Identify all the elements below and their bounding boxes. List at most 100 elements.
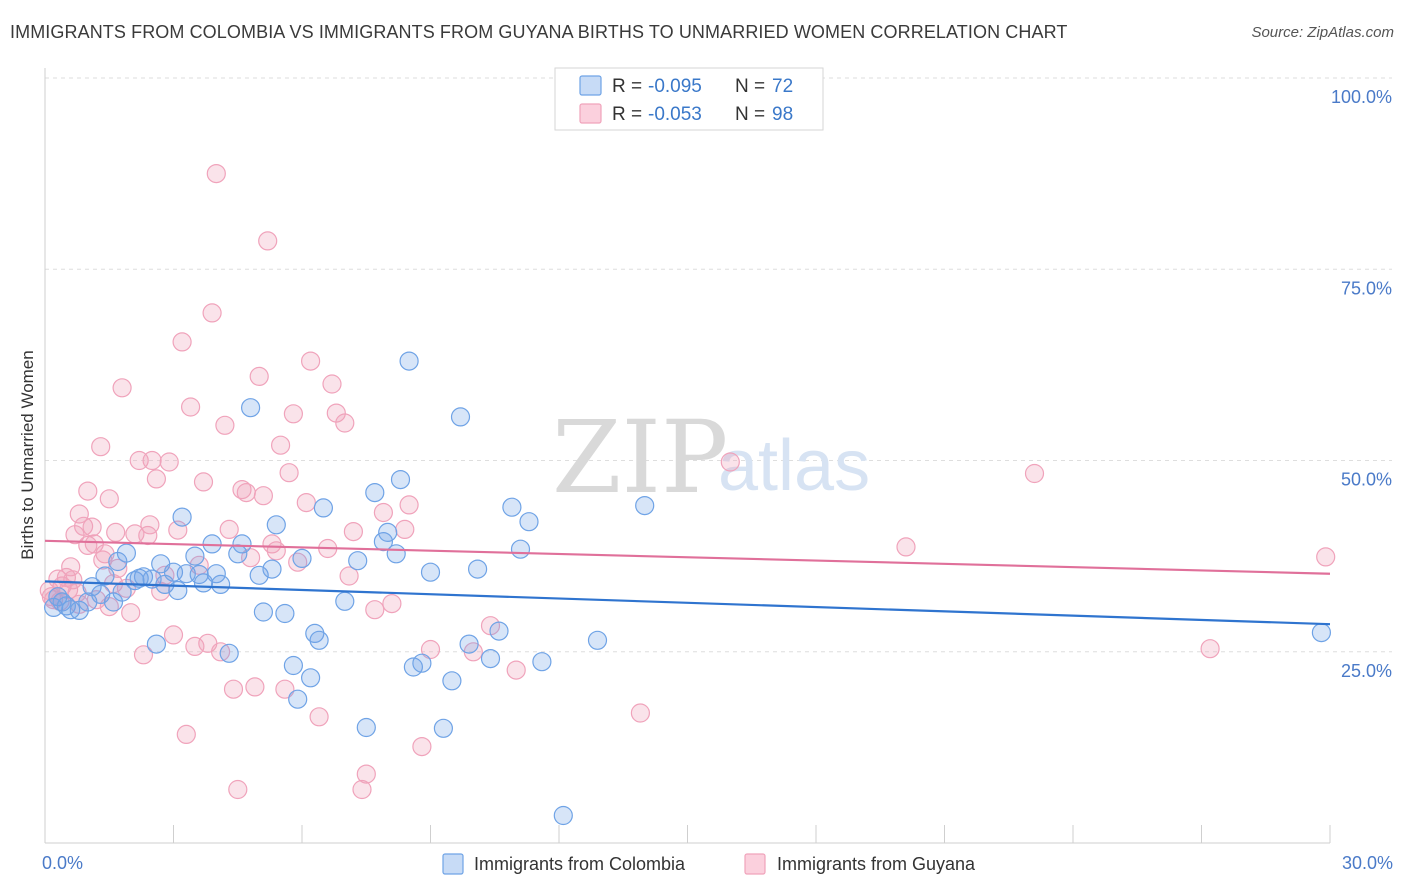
y-tick-labels: 25.0% 50.0% 75.0% 100.0% [1331, 87, 1392, 681]
point-guyana [322, 374, 342, 394]
point-colombia [480, 648, 501, 669]
point-colombia [553, 805, 573, 826]
point-colombia [365, 483, 385, 503]
point-colombia [348, 551, 368, 571]
point-guyana [296, 493, 316, 513]
point-guyana [69, 504, 89, 524]
point-colombia [502, 497, 522, 517]
point-guyana [365, 600, 385, 620]
point-guyana [399, 495, 419, 515]
point-guyana [133, 645, 154, 665]
point-guyana [420, 639, 441, 660]
legend-n-label-2: N = [735, 104, 765, 125]
point-guyana [339, 566, 359, 586]
point-guyana [163, 625, 184, 645]
point-colombia [459, 634, 479, 654]
legend-swatch-guyana [579, 103, 602, 124]
point-colombia [172, 507, 192, 527]
y-tick-label: 25.0% [1341, 661, 1392, 681]
point-guyana [78, 481, 98, 501]
point-guyana [206, 164, 226, 184]
point-guyana [219, 519, 239, 540]
y-tick-label: 50.0% [1341, 470, 1392, 490]
point-colombia [356, 717, 376, 738]
series-legend-label-colombia: Immigrants from Colombia [474, 854, 686, 874]
watermark: ZIP atlas [552, 399, 870, 516]
point-guyana [202, 303, 222, 323]
point-guyana [172, 332, 192, 352]
legend-swatch-colombia [579, 75, 602, 96]
point-colombia [442, 671, 462, 691]
legend-r-value-1: -0.095 [648, 76, 702, 97]
point-guyana [215, 415, 235, 435]
point-guyana [1200, 639, 1220, 659]
series-legend-swatch-colombia [442, 853, 464, 875]
point-guyana [193, 472, 214, 492]
trend-lines [44, 539, 1331, 626]
point-guyana [630, 703, 651, 723]
point-guyana [1024, 463, 1045, 484]
point-guyana [352, 779, 372, 800]
axes [44, 68, 1331, 844]
point-guyana [176, 724, 196, 745]
point-colombia [211, 574, 231, 595]
point-guyana [112, 378, 132, 398]
point-guyana [91, 437, 111, 457]
point-guyana [382, 593, 402, 614]
point-colombia [219, 643, 239, 663]
point-guyana [720, 452, 740, 472]
series-legend: Immigrants from Colombia Immigrants from… [442, 853, 976, 875]
point-guyana [343, 521, 363, 542]
point-guyana [896, 537, 916, 557]
point-colombia [168, 580, 188, 601]
point-guyana [279, 463, 299, 483]
point-guyana [142, 450, 162, 471]
point-colombia [468, 559, 488, 579]
point-guyana [93, 550, 113, 570]
legend-r-label-1: R = [612, 76, 642, 97]
point-colombia [95, 566, 115, 586]
point-guyana [228, 779, 248, 800]
point-colombia [241, 398, 261, 418]
point-colombia [301, 668, 321, 688]
point-guyana [236, 483, 256, 503]
point-guyana [223, 679, 244, 699]
point-colombia [283, 655, 303, 676]
correlation-legend: R = -0.095 N = 72 R = -0.053 N = 98 [554, 67, 824, 131]
point-colombia [510, 539, 531, 559]
point-colombia [232, 534, 252, 554]
trend-line-colombia [44, 580, 1331, 626]
source-credit: Source: ZipAtlas.com [1251, 24, 1394, 41]
point-guyana [121, 603, 141, 623]
point-colombia [185, 546, 205, 566]
point-colombia [399, 351, 419, 371]
point-guyana [506, 660, 526, 680]
legend-r-value-2: -0.053 [648, 104, 702, 125]
trend-line-guyana [44, 539, 1331, 575]
point-guyana [146, 469, 166, 489]
y-tick-label: 75.0% [1341, 278, 1392, 298]
point-guyana [283, 404, 303, 424]
point-colombia [433, 718, 453, 738]
x-tick-labels: 0.0% 30.0% [42, 853, 1393, 873]
point-guyana [99, 489, 119, 509]
point-colombia [519, 512, 539, 532]
chart-title: IMMIGRANTS FROM COLOMBIA VS IMMIGRANTS F… [10, 22, 1068, 42]
point-guyana [309, 707, 329, 727]
point-guyana [301, 351, 321, 371]
point-guyana [373, 502, 393, 523]
point-guyana [249, 366, 269, 386]
point-colombia [288, 689, 308, 709]
point-guyana [181, 397, 201, 417]
point-guyana [275, 679, 295, 699]
point-colombia [587, 630, 608, 650]
point-guyana [140, 515, 160, 535]
point-colombia [335, 591, 355, 611]
x-tick-label: 30.0% [1342, 853, 1393, 873]
point-colombia [275, 603, 295, 624]
point-colombia [450, 407, 471, 427]
point-guyana [84, 534, 104, 554]
x-tick-label: 0.0% [42, 853, 83, 873]
point-colombia [266, 515, 286, 535]
